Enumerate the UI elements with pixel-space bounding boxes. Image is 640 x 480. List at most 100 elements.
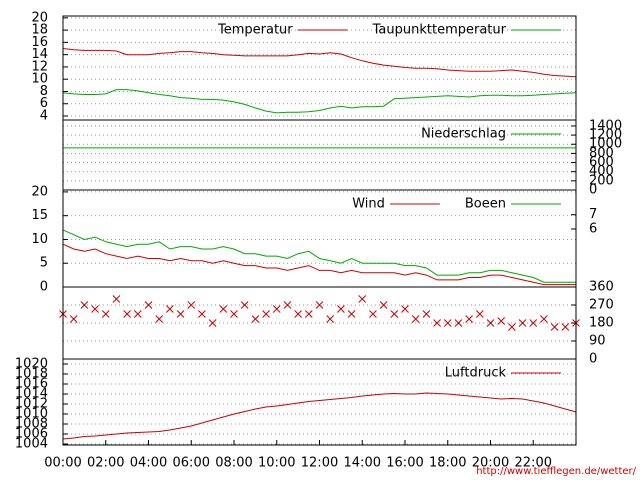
- footer-url: http://www.tiefflegen.de/wetter/: [476, 466, 636, 477]
- marker-x: [112, 295, 121, 303]
- series-line: [62, 243, 576, 286]
- y-tick-label: 1014: [15, 387, 48, 402]
- series-line: [62, 392, 577, 440]
- marker-x: [518, 319, 527, 327]
- y2-tick-label: 6: [589, 221, 597, 236]
- series-line: [62, 229, 576, 283]
- y-tick-label: 18: [31, 23, 48, 38]
- y-tick-label: 1010: [15, 407, 48, 422]
- marker-x: [155, 315, 164, 323]
- legend-label: Niederschlag: [421, 127, 506, 142]
- y-tick-label: 16: [31, 35, 48, 50]
- marker-x: [283, 301, 292, 309]
- marker-x: [187, 301, 196, 309]
- x-tick-label: 08:00: [215, 456, 252, 471]
- marker-x: [176, 310, 185, 318]
- marker-x: [379, 301, 388, 309]
- y2-tick-label: 7: [589, 207, 597, 222]
- y2-tick-label: 90: [589, 334, 606, 349]
- x-tick-label: 14:00: [344, 456, 381, 471]
- marker-x: [390, 310, 399, 318]
- x-tick-label: 06:00: [173, 456, 210, 471]
- y-tick-label: 10: [31, 232, 48, 247]
- marker-x: [529, 319, 538, 327]
- marker-x: [294, 310, 302, 318]
- y-tick-label: 20: [31, 184, 48, 199]
- marker-x: [508, 323, 516, 331]
- y-tick-label: 1018: [15, 367, 48, 382]
- marker-x: [80, 301, 89, 309]
- x-tick-label: 10:00: [258, 456, 295, 471]
- y2-tick-label: 0: [589, 183, 597, 198]
- marker-x: [433, 319, 441, 327]
- legend-label: Temperatur: [217, 23, 293, 38]
- y-tick-label: 1012: [15, 397, 48, 412]
- y2-tick-label: 1200: [589, 128, 622, 143]
- marker-x: [219, 305, 228, 313]
- y-tick-label: 1004: [15, 437, 48, 452]
- marker-x: [497, 317, 506, 325]
- marker-x: [101, 310, 110, 318]
- x-tick-label: 18:00: [429, 456, 466, 471]
- y-tick-label: 1020: [15, 357, 48, 372]
- y-tick-label: 15: [31, 208, 48, 223]
- x-tick-label: 04:00: [130, 456, 167, 471]
- marker-x: [315, 301, 324, 309]
- marker-x: [443, 319, 452, 327]
- marker-x: [369, 310, 377, 318]
- y2-tick-label: 180: [589, 316, 614, 331]
- marker-x: [304, 310, 313, 318]
- x-tick-label: 16:00: [386, 456, 423, 471]
- marker-x: [347, 310, 356, 318]
- y2-tick-label: 800: [589, 146, 614, 161]
- x-tick-label: 00:00: [44, 456, 81, 471]
- marker-x: [401, 305, 409, 313]
- y-tick-label: 8: [40, 84, 48, 99]
- marker-x: [230, 310, 238, 318]
- marker-x: [208, 319, 217, 327]
- marker-x: [262, 310, 270, 318]
- marker-x: [123, 310, 131, 318]
- legend-label: Luftdruck: [445, 366, 507, 381]
- legend-label: Wind: [352, 197, 385, 212]
- y-tick-label: 1016: [15, 377, 48, 392]
- y2-tick-label: 360: [589, 280, 614, 295]
- y-tick-label: 5: [40, 256, 48, 271]
- marker-x: [561, 323, 570, 331]
- marker-x: [454, 319, 463, 327]
- y2-tick-label: 1400: [589, 118, 622, 133]
- x-tick-label: 20:00: [472, 456, 509, 471]
- marker-x: [91, 305, 99, 313]
- legend-label: Boeen: [465, 197, 506, 212]
- marker-x: [422, 310, 431, 318]
- y-tick-label: 6: [40, 96, 48, 111]
- series-line: [62, 48, 577, 78]
- x-tick-label: 12:00: [301, 456, 338, 471]
- marker-x: [198, 310, 206, 318]
- marker-x: [550, 323, 559, 331]
- y2-tick-label: 270: [589, 298, 614, 313]
- panel-frame: [62, 358, 577, 446]
- y2-tick-label: 200: [589, 173, 614, 188]
- y-tick-label: 1006: [15, 427, 48, 442]
- y2-tick-label: 0: [589, 352, 597, 367]
- y2-tick-label: 400: [589, 164, 614, 179]
- series-line: [62, 89, 577, 114]
- y2-tick-label: 1000: [589, 137, 622, 152]
- marker-x: [411, 315, 420, 323]
- marker-x: [465, 315, 473, 323]
- y-tick-label: 1008: [15, 417, 48, 432]
- marker-x: [240, 301, 249, 309]
- marker-x: [144, 301, 153, 309]
- y-tick-label: 10: [31, 72, 48, 87]
- y-tick-label: 0: [40, 280, 48, 295]
- marker-x: [133, 310, 142, 318]
- legend-label: Taupunkttemperatur: [372, 23, 507, 38]
- marker-x: [486, 319, 495, 327]
- y-tick-label: 12: [31, 59, 48, 74]
- marker-x: [272, 305, 281, 313]
- marker-x: [326, 315, 335, 323]
- marker-x: [475, 310, 484, 318]
- x-tick-label: 22:00: [515, 456, 552, 471]
- marker-x: [251, 315, 260, 323]
